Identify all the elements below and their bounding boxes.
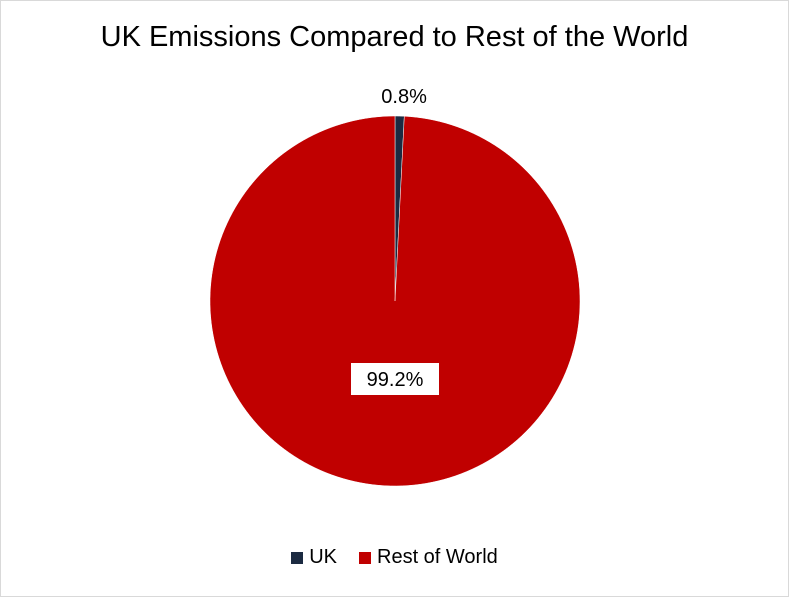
legend-label-rest-of-world: Rest of World (377, 546, 498, 568)
legend-swatch-uk (291, 551, 304, 564)
legend-item-uk: UK (291, 546, 337, 569)
data-label-box-rest-of-world (351, 363, 439, 395)
pie-slice-rest-of-world (209, 115, 581, 487)
legend-swatch-rest-of-world (359, 551, 371, 564)
chart-title: UK Emissions Compared to Rest of the Wor… (100, 21, 689, 53)
data-label-rest-of-world: 99.2% (367, 369, 424, 391)
legend-label-uk: UK (309, 546, 337, 568)
data-label-uk: 0.8% (381, 86, 427, 108)
legend-item-rest-of-world: Rest of World (359, 546, 498, 569)
legend: UK Rest of World (1, 546, 788, 569)
